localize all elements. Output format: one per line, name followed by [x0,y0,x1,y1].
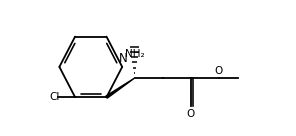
Text: N: N [119,52,128,65]
Polygon shape [106,78,135,98]
Text: NH₂: NH₂ [125,49,144,59]
Text: Cl: Cl [49,92,60,102]
Text: O: O [215,66,223,76]
Text: O: O [186,109,195,119]
